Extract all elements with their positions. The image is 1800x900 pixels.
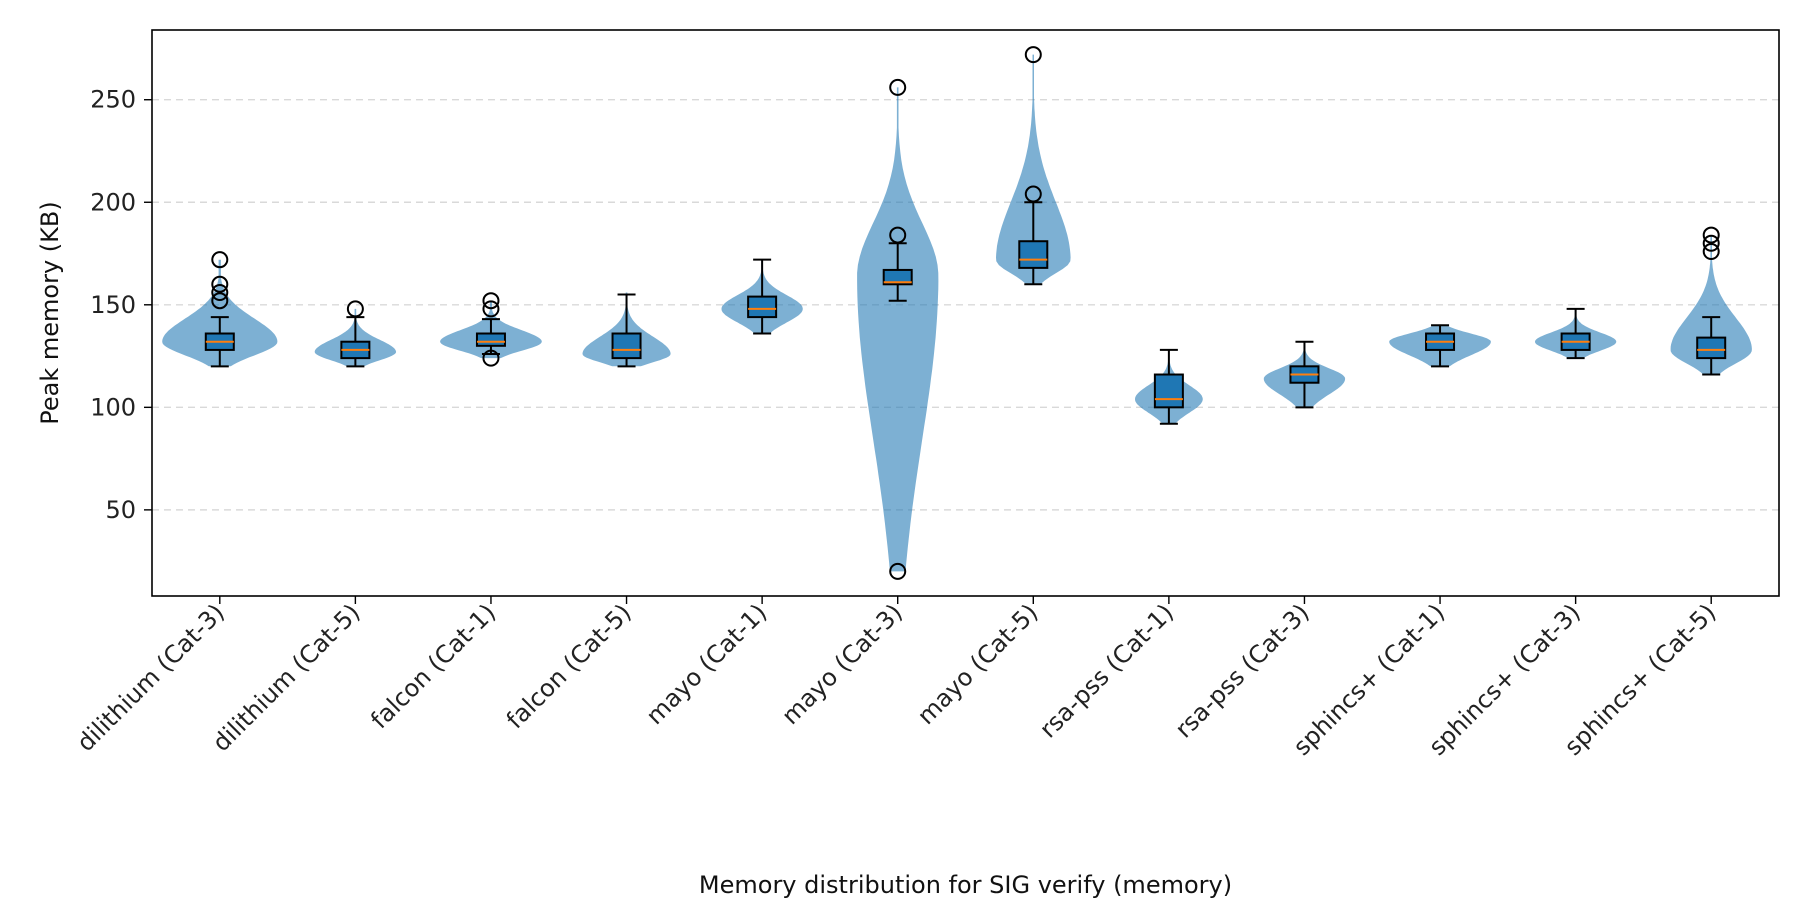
- y-axis-label: Peak memory (KB): [36, 201, 64, 424]
- y-tick-label: 200: [90, 188, 136, 216]
- violin-shape: [1670, 235, 1752, 375]
- box-iqr: [1696, 336, 1727, 360]
- outlier-point: [1702, 234, 1720, 252]
- x-tick-label: rsa-pss (Cat-1): [1034, 598, 1179, 743]
- outlier-point: [211, 283, 229, 301]
- outlier-point: [211, 292, 229, 310]
- x-tick-label: dilithium (Cat-5): [207, 598, 366, 757]
- box-iqr: [611, 332, 642, 360]
- outlier-point: [1702, 242, 1720, 260]
- outlier-point: [346, 300, 364, 318]
- outlier-point: [211, 275, 229, 293]
- box-iqr: [1153, 373, 1184, 409]
- violin-shape: [162, 259, 278, 367]
- y-tick-label: 100: [90, 393, 136, 421]
- box-group: [204, 46, 1727, 580]
- outlier-point: [482, 300, 500, 318]
- outlier-point: [1024, 185, 1042, 203]
- y-tick-label: 50: [105, 496, 136, 524]
- x-tick-label: mayo (Cat-5): [912, 598, 1044, 730]
- x-tick-label: mayo (Cat-1): [641, 598, 773, 730]
- grid-lines: [152, 99, 1779, 511]
- y-axis: 50 100 150 200 250: [90, 86, 152, 524]
- x-axis-label: Memory distribution for SIG verify (memo…: [699, 871, 1232, 899]
- outlier-point: [1024, 46, 1042, 64]
- x-tick-label: falcon (Cat-1): [365, 598, 501, 734]
- x-tick-label: mayo (Cat-3): [776, 598, 908, 730]
- outlier-point: [482, 292, 500, 310]
- outlier-point: [482, 349, 500, 367]
- outlier-point: [889, 226, 907, 244]
- x-tick-label: sphincs+ (Cat-5): [1559, 598, 1721, 760]
- box-iqr: [1018, 240, 1049, 269]
- box-iqr: [747, 295, 778, 319]
- violin-group: [162, 54, 1752, 572]
- violin-shape: [857, 87, 939, 572]
- outlier-point: [889, 562, 907, 580]
- plot-frame: [151, 29, 1780, 597]
- outlier-point: [1702, 226, 1720, 244]
- box-iqr: [882, 268, 913, 286]
- box-iqr: [475, 332, 506, 347]
- x-tick-label: sphincs+ (Cat-3): [1423, 598, 1585, 760]
- x-tick-label: dilithium (Cat-3): [71, 598, 230, 757]
- outlier-point: [889, 78, 907, 96]
- x-tick-label: sphincs+ (Cat-1): [1288, 598, 1450, 760]
- y-tick-label: 250: [90, 86, 136, 114]
- violin-shape: [996, 54, 1071, 285]
- x-tick-label: rsa-pss (Cat-3): [1170, 598, 1315, 743]
- x-axis: dilithium (Cat-3)dilithium (Cat-5) falcon…: [71, 596, 1721, 761]
- y-tick-label: 150: [90, 291, 136, 319]
- x-tick-label: falcon (Cat-5): [501, 598, 637, 734]
- outlier-point: [211, 251, 229, 269]
